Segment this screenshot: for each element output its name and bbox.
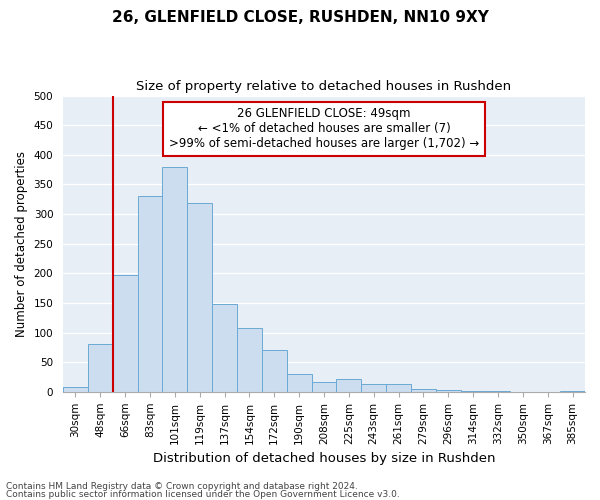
Bar [485,391,511,392]
Bar [436,390,461,392]
Bar [163,166,187,392]
Bar [560,391,585,392]
Bar [237,328,262,392]
Bar [461,391,485,392]
Bar [63,387,88,392]
Text: 26, GLENFIELD CLOSE, RUSHDEN, NN10 9XY: 26, GLENFIELD CLOSE, RUSHDEN, NN10 9XY [112,10,488,25]
Bar [137,196,163,392]
Bar [311,382,337,392]
Y-axis label: Number of detached properties: Number of detached properties [15,150,28,336]
Bar [386,384,411,392]
Bar [187,204,212,392]
Bar [113,275,137,392]
Bar [262,350,287,392]
Bar [337,379,361,392]
Text: Contains HM Land Registry data © Crown copyright and database right 2024.: Contains HM Land Registry data © Crown c… [6,482,358,491]
Bar [88,344,113,392]
Bar [212,304,237,392]
Bar [411,389,436,392]
Bar [287,374,311,392]
Bar [361,384,386,392]
Title: Size of property relative to detached houses in Rushden: Size of property relative to detached ho… [136,80,512,93]
Text: Contains public sector information licensed under the Open Government Licence v3: Contains public sector information licen… [6,490,400,499]
Text: 26 GLENFIELD CLOSE: 49sqm
← <1% of detached houses are smaller (7)
>99% of semi-: 26 GLENFIELD CLOSE: 49sqm ← <1% of detac… [169,108,479,150]
X-axis label: Distribution of detached houses by size in Rushden: Distribution of detached houses by size … [153,452,495,465]
